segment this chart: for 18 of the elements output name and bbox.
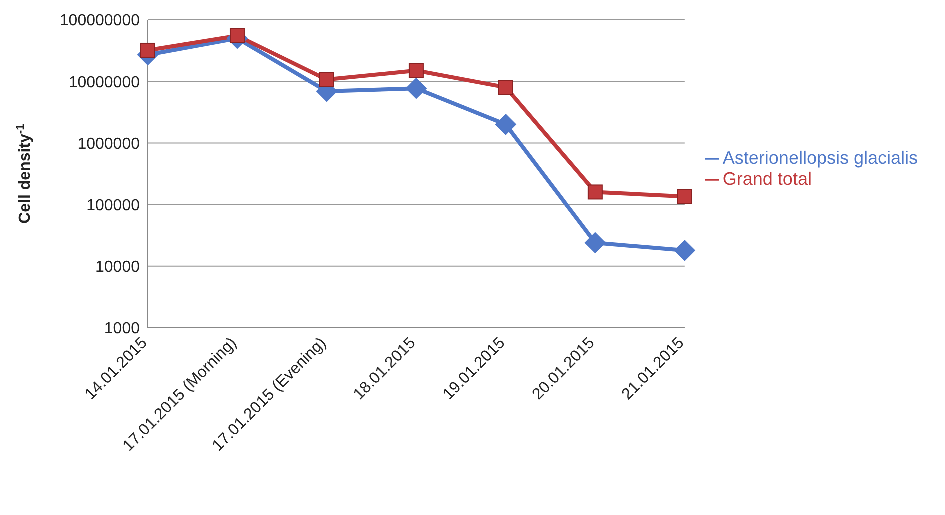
y-tick-label: 10000000 (68, 74, 140, 92)
point (584, 232, 606, 254)
point (677, 189, 692, 204)
y-tick-label: 100000 (86, 197, 140, 214)
point (408, 63, 424, 78)
legend-label: Asterionellopsis glacialis (722, 148, 918, 168)
y-tick-label: 100000000 (60, 12, 140, 30)
point (140, 42, 156, 58)
point (406, 78, 427, 100)
y-tick-label: 1000000 (78, 136, 140, 153)
legend-label: Grand total (722, 169, 812, 189)
point (498, 80, 514, 96)
point (319, 72, 334, 88)
y-tick-label: 10000 (96, 259, 140, 276)
point (674, 240, 696, 262)
point (588, 184, 603, 200)
point (495, 114, 516, 136)
y-tick-label: 1000 (104, 320, 140, 338)
